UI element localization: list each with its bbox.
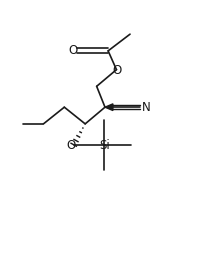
Text: N: N [142, 101, 151, 114]
Text: O: O [67, 139, 76, 152]
Text: O: O [69, 44, 78, 57]
Text: Si: Si [99, 139, 110, 152]
Polygon shape [105, 104, 113, 110]
Text: O: O [112, 64, 122, 76]
